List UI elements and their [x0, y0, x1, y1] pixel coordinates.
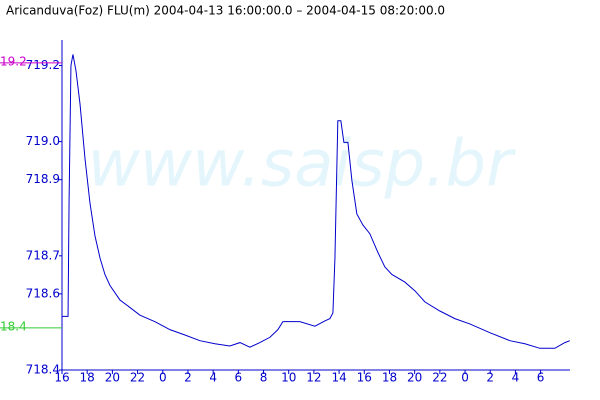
y-tick-label: 719.0 [26, 134, 60, 148]
x-tick-label: 2 [486, 371, 494, 385]
y-tick-label: 718.4 [26, 363, 60, 377]
x-tick-label: 6 [537, 371, 545, 385]
x-tick-label: 16 [357, 371, 372, 385]
x-tick-label: 8 [260, 371, 268, 385]
y2-tick-label: 18.4 [0, 319, 27, 333]
y-tick-label: 719.2 [26, 58, 60, 72]
x-tick-label: 14 [331, 371, 346, 385]
x-tick-label: 20 [105, 371, 120, 385]
x-tick-label: 4 [512, 371, 520, 385]
y-tick-label: 718.6 [26, 286, 60, 300]
x-tick-label: 0 [159, 371, 167, 385]
watermark: www.saisp.br [88, 128, 517, 202]
x-tick-label: 22 [130, 371, 145, 385]
x-tick-label: 12 [306, 371, 321, 385]
x-tick-label: 4 [209, 371, 217, 385]
y2-tick-label: 19.2 [0, 54, 27, 68]
y-tick-label: 718.7 [26, 248, 60, 262]
x-tick-label: 6 [235, 371, 243, 385]
x-tick-label: 10 [281, 371, 296, 385]
x-tick-label: 2 [184, 371, 192, 385]
x-tick-label: 16 [54, 371, 69, 385]
x-tick-label: 0 [461, 371, 469, 385]
x-tick-label: 20 [407, 371, 422, 385]
x-tick-label: 22 [432, 371, 447, 385]
chart-title: Aricanduva(Foz) FLU(m) 2004-04-13 16:00:… [6, 4, 445, 18]
x-tick-label: 18 [382, 371, 397, 385]
series-line [62, 54, 571, 349]
y-tick-label: 718.9 [26, 172, 60, 186]
x-tick-label: 18 [80, 371, 95, 385]
